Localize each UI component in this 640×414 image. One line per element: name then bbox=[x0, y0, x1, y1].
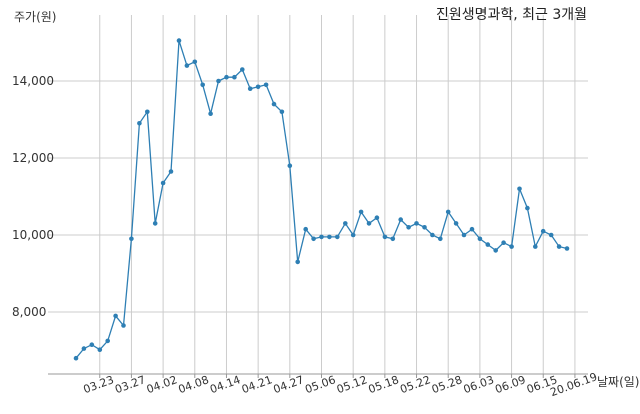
data-point bbox=[208, 111, 213, 116]
x-tick-label: 04.02 bbox=[145, 373, 179, 396]
y-tick-label: 12,000 bbox=[12, 151, 54, 165]
y-tick-label: 10,000 bbox=[12, 228, 54, 242]
data-point bbox=[192, 59, 198, 65]
data-point bbox=[564, 246, 570, 251]
data-point bbox=[525, 205, 530, 211]
data-point bbox=[453, 221, 459, 226]
data-point bbox=[247, 86, 253, 91]
data-point bbox=[287, 163, 293, 168]
data-point bbox=[540, 228, 546, 234]
data-point bbox=[303, 226, 309, 232]
data-point bbox=[548, 232, 554, 238]
data-point bbox=[121, 323, 126, 328]
data-point bbox=[327, 234, 332, 240]
data-point bbox=[358, 209, 364, 215]
data-point bbox=[501, 240, 506, 245]
x-tick-label: 04.08 bbox=[177, 373, 211, 396]
data-point bbox=[556, 244, 562, 249]
x-tick-label: 03.23 bbox=[82, 373, 116, 396]
data-point bbox=[73, 355, 79, 361]
x-tick-labels: 03.2303.2704.0204.0804.1404.2104.2705.06… bbox=[82, 370, 599, 399]
grid bbox=[48, 15, 588, 378]
data-point bbox=[176, 38, 182, 43]
data-point bbox=[343, 221, 348, 226]
x-tick-label: 04.27 bbox=[272, 373, 306, 396]
x-tick-label: 06.09 bbox=[493, 373, 527, 396]
data-point bbox=[81, 346, 87, 351]
data-point bbox=[129, 236, 134, 242]
data-point bbox=[168, 169, 174, 174]
data-point bbox=[255, 84, 261, 90]
x-tick-label: 04.14 bbox=[208, 373, 242, 396]
data-point bbox=[477, 236, 483, 242]
data-point bbox=[335, 234, 340, 240]
data-point bbox=[184, 63, 190, 68]
data-points bbox=[73, 38, 570, 361]
data-point bbox=[445, 209, 451, 215]
data-point bbox=[216, 78, 221, 84]
x-tick-label: 05.12 bbox=[335, 373, 369, 396]
data-point bbox=[517, 186, 522, 192]
data-point bbox=[390, 236, 396, 242]
y-tick-label: 8,000 bbox=[12, 305, 46, 319]
data-point bbox=[89, 342, 95, 348]
data-point bbox=[319, 234, 324, 240]
y-axis-title: 주가(원) bbox=[14, 10, 56, 24]
chart-title: 진원생명과학, 최근 3개월 bbox=[436, 7, 587, 23]
data-point bbox=[240, 67, 245, 72]
x-axis-title: 날짜(일) bbox=[597, 375, 639, 389]
x-tick-label: 05.22 bbox=[398, 373, 432, 396]
x-tick-label: 05.18 bbox=[367, 373, 401, 396]
data-point bbox=[263, 82, 269, 88]
data-point bbox=[533, 244, 538, 249]
x-tick-label: 03.27 bbox=[113, 373, 147, 396]
x-tick-label: 05.06 bbox=[303, 373, 337, 396]
x-tick-label: 04.21 bbox=[240, 373, 274, 396]
data-point bbox=[406, 225, 411, 230]
data-point bbox=[97, 347, 103, 353]
data-point bbox=[493, 248, 499, 253]
y-tick-label: 14,000 bbox=[12, 74, 54, 88]
data-point bbox=[105, 338, 110, 344]
data-point bbox=[414, 221, 419, 226]
data-point bbox=[224, 74, 229, 80]
data-point bbox=[200, 82, 205, 88]
data-point bbox=[295, 259, 301, 265]
data-point bbox=[279, 109, 285, 115]
data-point bbox=[461, 232, 467, 238]
data-point bbox=[113, 313, 118, 319]
data-point bbox=[145, 109, 150, 115]
data-point bbox=[366, 221, 372, 226]
data-point bbox=[152, 221, 158, 226]
data-point bbox=[350, 232, 356, 238]
data-point bbox=[509, 244, 514, 249]
data-point bbox=[422, 225, 427, 230]
data-point bbox=[430, 232, 435, 238]
x-tick-label: 05.28 bbox=[430, 373, 464, 396]
data-point bbox=[232, 74, 237, 80]
data-point bbox=[485, 242, 491, 247]
data-point bbox=[311, 236, 316, 242]
data-point bbox=[438, 236, 443, 242]
x-tick-label: 06.03 bbox=[462, 373, 496, 396]
y-tick-labels: 8,000 10,000 12,000 14,000 bbox=[12, 74, 54, 319]
data-point bbox=[469, 226, 475, 232]
data-point bbox=[137, 121, 142, 126]
data-point bbox=[374, 215, 380, 220]
data-point bbox=[160, 180, 166, 186]
x-tick-label: 20.06.19 bbox=[548, 370, 598, 399]
data-point bbox=[398, 217, 404, 222]
data-point bbox=[382, 234, 388, 240]
data-point bbox=[271, 101, 277, 107]
